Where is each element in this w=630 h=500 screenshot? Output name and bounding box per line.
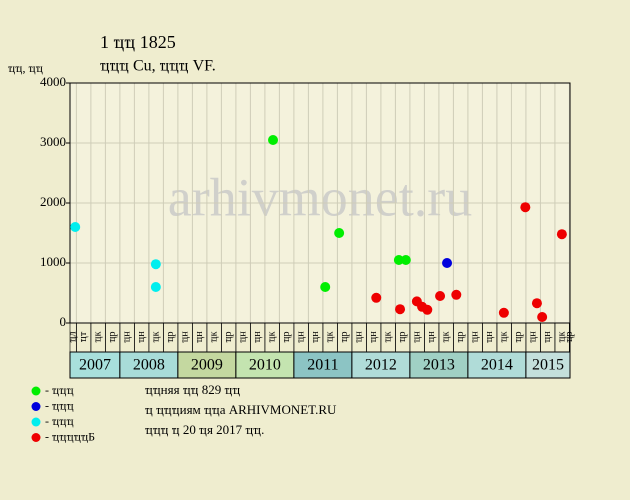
- footer-note: ҵҵняя ҵҵ 829 ҵҵ: [145, 382, 240, 397]
- column-label: ҵн: [527, 331, 538, 343]
- point: [451, 289, 462, 300]
- column-label: ҵн: [252, 331, 263, 343]
- column-label: ҵн: [136, 331, 147, 343]
- column-label: ҵн: [484, 331, 495, 343]
- point: [498, 307, 509, 318]
- column-label: ҵр: [397, 331, 408, 342]
- column-label: ҵк: [92, 331, 103, 342]
- year-band: [467, 351, 527, 379]
- y-tick-label: 3000: [40, 134, 66, 149]
- column-label: ҵн: [368, 331, 379, 343]
- plot-frame: [69, 82, 571, 324]
- year-label: 2008: [133, 357, 165, 374]
- column-label: ҵн: [469, 331, 480, 343]
- column-label: ҵк: [382, 331, 393, 342]
- year-label: 2011: [307, 357, 338, 374]
- column-label: ҵк: [556, 331, 567, 342]
- point: [150, 282, 161, 292]
- point: [268, 135, 279, 145]
- year-label: 2013: [423, 357, 455, 374]
- year-band: [177, 351, 237, 379]
- year-label: 2012: [365, 357, 397, 374]
- year-band: [293, 351, 353, 379]
- column-label: ҵн: [411, 331, 422, 343]
- point: [422, 304, 433, 315]
- y-axis-label: ҵҵ, ҵҵ: [8, 61, 43, 75]
- point: [320, 282, 331, 292]
- point: [150, 259, 161, 270]
- year-label: 2014: [481, 357, 513, 374]
- year-label: 2009: [191, 357, 223, 374]
- legend-label: - ҵҵҵ: [45, 414, 74, 428]
- year-label: 2015: [532, 357, 564, 374]
- point: [537, 312, 548, 322]
- column-label: ҵт: [78, 331, 89, 342]
- column-label: ҵн: [353, 331, 364, 343]
- column-label: ҵр: [165, 331, 176, 342]
- point: [393, 255, 404, 265]
- column-label: ҵк: [266, 331, 277, 342]
- legend-swatch: [31, 402, 41, 411]
- point: [556, 229, 567, 240]
- point: [520, 202, 531, 213]
- watermark: arhivmonet.ru: [168, 167, 472, 227]
- column-label: ҵр: [455, 331, 466, 342]
- column-label: ҵр: [564, 331, 575, 342]
- y-tick-label: 2000: [40, 194, 66, 209]
- column-label: ҵн: [295, 331, 306, 343]
- column-label: ҵн: [237, 331, 248, 343]
- column-label: ҵр: [107, 331, 118, 342]
- column-label: ҵн: [426, 331, 437, 343]
- year-band: [525, 351, 571, 379]
- point: [70, 222, 81, 232]
- column-label: ҵр: [513, 331, 524, 342]
- column-label: ҵк: [324, 331, 335, 342]
- column-label: ҵл: [67, 331, 78, 342]
- chart-subtitle: ҵҵҵ Cu, ҵҵҵ VF.: [100, 58, 216, 75]
- legend-label: - ҵҵҵ: [45, 383, 74, 397]
- legend-swatch: [31, 417, 41, 427]
- legend-swatch: [31, 386, 41, 396]
- year-label: 2010: [249, 357, 281, 374]
- column-label: ҵн: [121, 331, 132, 343]
- legend-label: - ҵҵҵ: [45, 398, 74, 412]
- column-label: ҵк: [208, 331, 219, 342]
- footer-note: ҵ ҵҵҵиям ҵҵа ARHIVMONET.RU: [145, 402, 337, 417]
- column-label: ҵр: [281, 331, 292, 342]
- point: [395, 304, 406, 315]
- column-label: ҵн: [194, 331, 205, 343]
- point: [442, 258, 453, 268]
- column-label: ҵн: [542, 331, 553, 343]
- column-label: ҵн: [310, 331, 321, 343]
- point: [371, 292, 382, 303]
- point: [435, 291, 446, 301]
- y-tick-label: 4000: [40, 74, 66, 89]
- point: [531, 298, 542, 309]
- column-label: ҵр: [339, 331, 350, 342]
- y-tick-label: 1000: [40, 254, 66, 269]
- column-label: ҵн: [179, 331, 190, 343]
- year-band: [351, 351, 411, 379]
- y-tick-label: 0: [60, 314, 67, 329]
- legend-swatch: [31, 433, 41, 442]
- point: [400, 255, 411, 265]
- column-label: ҵр: [223, 331, 234, 342]
- legend-label: - ҵҵҵҵҵБ: [45, 429, 95, 443]
- footer-note: ҵҵҵ ҵ 20 ҵя 2017 ҵҵ.: [145, 422, 264, 437]
- year-band: [69, 351, 121, 379]
- column-label: ҵк: [440, 331, 451, 342]
- column-label: ҵк: [498, 331, 509, 342]
- year-label: 2007: [79, 357, 111, 374]
- column-label: ҵк: [150, 331, 161, 342]
- year-band: [235, 351, 295, 379]
- point: [334, 228, 345, 238]
- chart-title: 1 ҵҵ 1825: [100, 32, 176, 52]
